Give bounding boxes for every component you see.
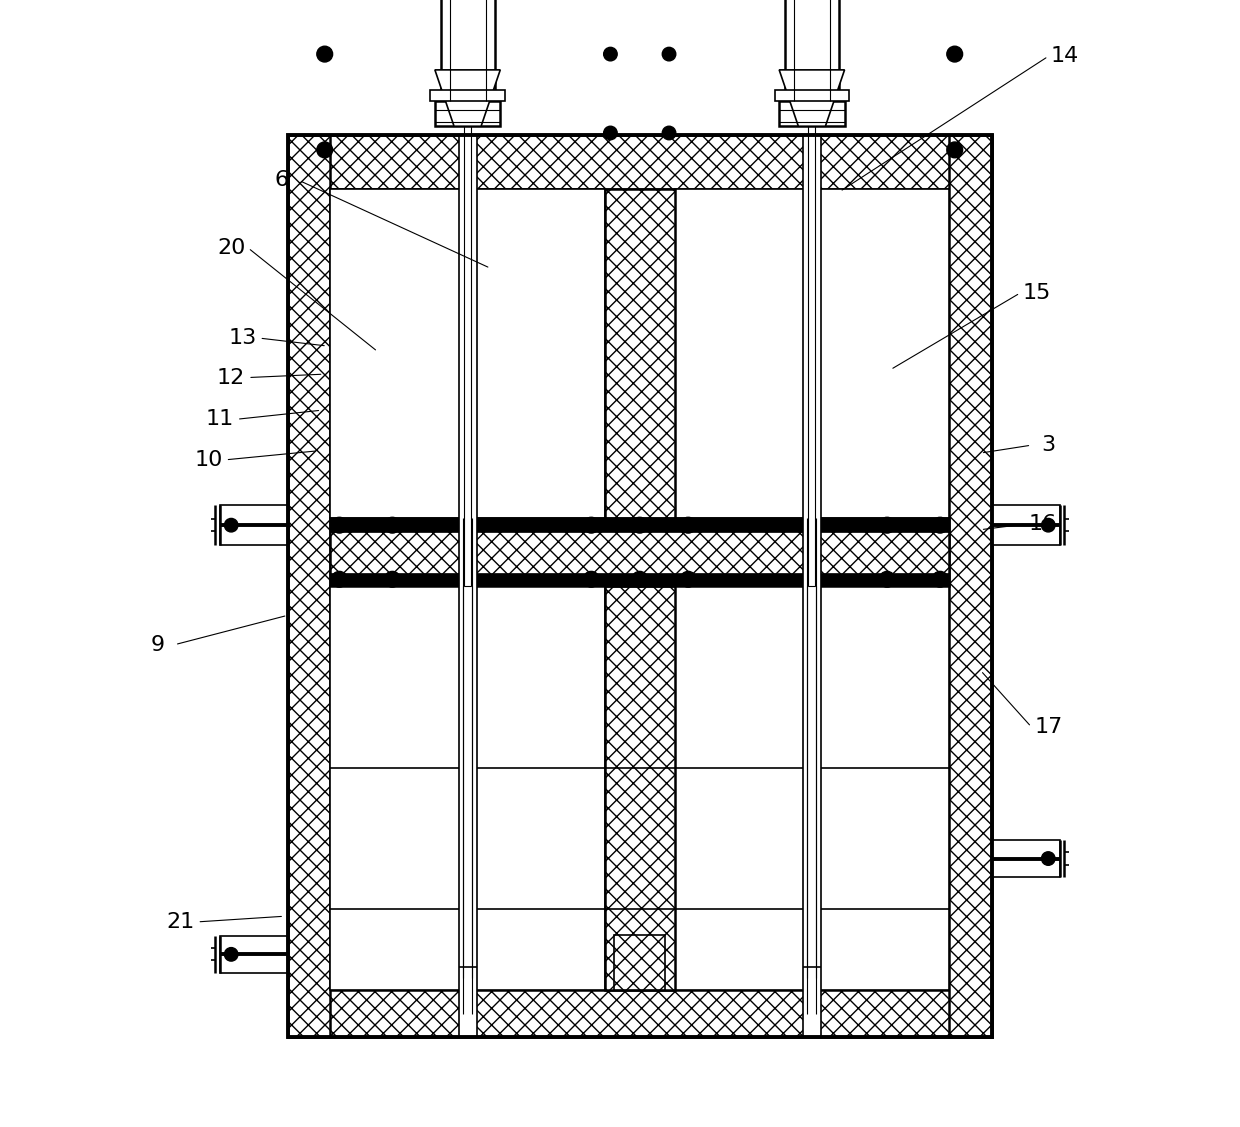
Circle shape: [583, 571, 599, 587]
Bar: [435, 101, 500, 126]
Bar: [775, 90, 849, 101]
Circle shape: [1042, 852, 1055, 866]
Circle shape: [681, 571, 696, 587]
Bar: [992, 841, 1059, 877]
Bar: [288, 135, 992, 189]
Bar: [219, 937, 288, 973]
Bar: [330, 518, 949, 532]
Text: 15: 15: [1023, 283, 1052, 303]
Text: 6: 6: [275, 170, 289, 190]
Bar: [779, 101, 844, 126]
Text: 10: 10: [195, 450, 223, 470]
Circle shape: [662, 47, 676, 61]
Circle shape: [331, 571, 347, 587]
Bar: [330, 586, 605, 990]
Circle shape: [583, 517, 599, 533]
Circle shape: [632, 571, 647, 587]
Bar: [808, 14, 815, 586]
Bar: [605, 586, 675, 990]
Circle shape: [604, 47, 618, 61]
Polygon shape: [779, 70, 844, 126]
Circle shape: [224, 948, 238, 961]
Circle shape: [317, 46, 332, 62]
Bar: [330, 573, 949, 586]
Circle shape: [879, 517, 895, 533]
Text: 3: 3: [1042, 435, 1055, 455]
Bar: [330, 518, 949, 586]
Bar: [614, 935, 665, 990]
Circle shape: [604, 126, 618, 140]
Circle shape: [932, 517, 947, 533]
Circle shape: [947, 142, 962, 158]
Bar: [288, 135, 330, 1037]
Circle shape: [384, 571, 401, 587]
Bar: [430, 90, 505, 101]
Bar: [675, 189, 949, 518]
Bar: [219, 505, 288, 545]
Text: 11: 11: [206, 409, 234, 429]
Circle shape: [224, 518, 238, 532]
Circle shape: [947, 46, 962, 62]
Circle shape: [384, 517, 401, 533]
Bar: [675, 586, 949, 990]
Bar: [785, 0, 839, 101]
Circle shape: [331, 517, 347, 533]
Text: 21: 21: [166, 912, 195, 932]
Text: 13: 13: [228, 328, 257, 348]
Circle shape: [879, 571, 895, 587]
Circle shape: [1042, 518, 1055, 532]
Circle shape: [932, 571, 947, 587]
Text: 17: 17: [1034, 717, 1063, 737]
Bar: [949, 135, 992, 1037]
Text: 16: 16: [1028, 514, 1056, 534]
Bar: [464, 14, 471, 586]
Text: 12: 12: [217, 367, 246, 388]
Polygon shape: [435, 70, 500, 126]
Circle shape: [662, 126, 676, 140]
Bar: [992, 505, 1059, 545]
Text: 9: 9: [151, 635, 165, 655]
Bar: [605, 189, 675, 518]
Circle shape: [681, 517, 696, 533]
Text: 14: 14: [1052, 46, 1079, 66]
Text: 20: 20: [217, 238, 246, 258]
Bar: [288, 135, 992, 1037]
Circle shape: [317, 142, 332, 158]
Bar: [330, 189, 605, 518]
Bar: [802, 135, 821, 1037]
Circle shape: [632, 517, 647, 533]
Bar: [440, 0, 495, 101]
Bar: [459, 135, 476, 1037]
Bar: [288, 990, 992, 1037]
